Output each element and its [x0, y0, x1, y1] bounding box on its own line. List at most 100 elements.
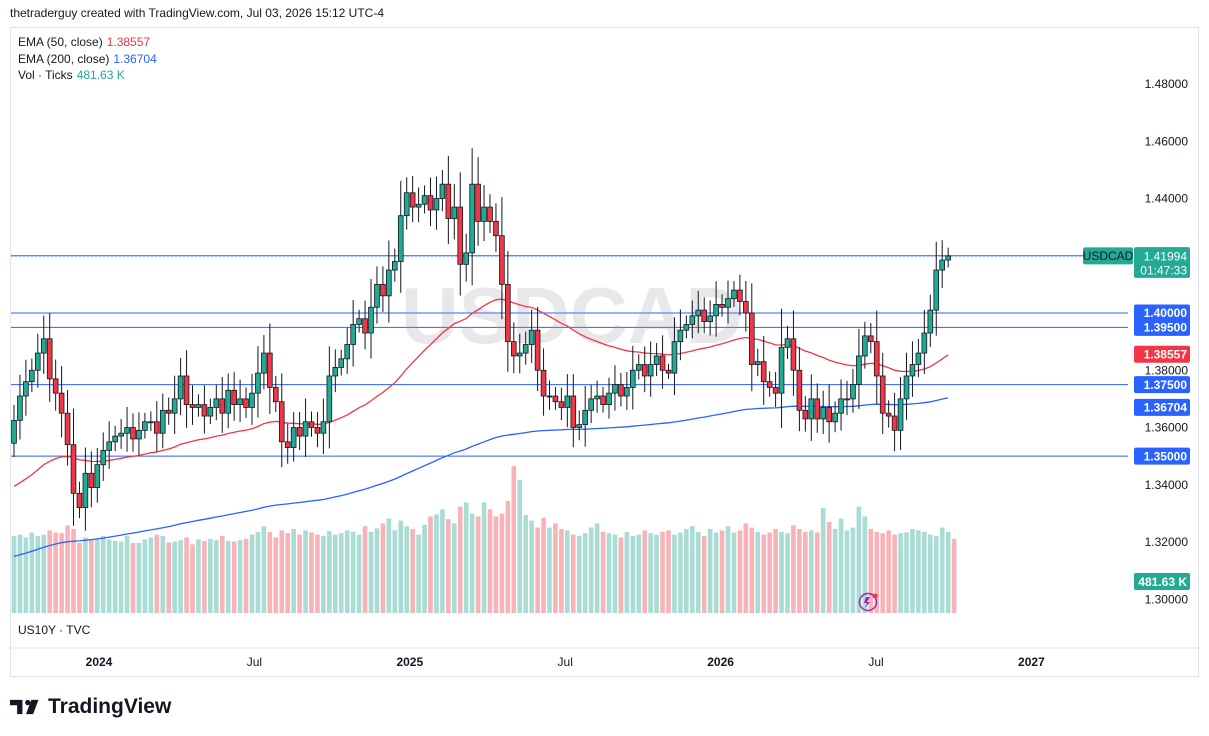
price-tag[interactable]: 1.36704: [1134, 398, 1190, 416]
candle: [213, 384, 220, 421]
price-tag[interactable]: 1.40000: [1134, 304, 1190, 322]
volume-bar: [928, 534, 933, 613]
volume-bar: [469, 513, 475, 613]
volume-bar: [148, 537, 154, 613]
volume-bar: [737, 530, 743, 613]
ema-200-legend[interactable]: EMA (200, close) 1.36704: [18, 51, 157, 68]
volume-bar: [11, 536, 17, 613]
volume-bar: [196, 539, 201, 613]
volume-bar: [214, 540, 219, 613]
candle: [868, 323, 874, 354]
volume-bar: [231, 541, 237, 613]
candle: [159, 393, 166, 449]
candle: [344, 327, 350, 374]
candle: [46, 313, 53, 403]
candle: [237, 379, 243, 422]
candle: [612, 365, 618, 411]
volume-legend[interactable]: Vol · Ticks 481.63 K: [18, 67, 157, 84]
alert-icon[interactable]: [858, 592, 878, 612]
volume-bar: [446, 519, 451, 613]
volume-bar: [350, 531, 356, 613]
volume-bar: [160, 536, 166, 613]
volume-bar: [606, 533, 612, 613]
sub-pane-legend[interactable]: US10Y · TVC: [18, 623, 91, 637]
volume-bar: [279, 530, 285, 613]
candle: [278, 373, 285, 468]
volume-bar: [380, 523, 386, 613]
volume-bar: [636, 534, 642, 613]
volume-bar: [41, 534, 47, 613]
ema-50-legend[interactable]: EMA (50, close) 1.38557: [18, 34, 157, 51]
candle: [939, 240, 945, 289]
volume-bar: [285, 533, 290, 613]
svg-text:1.36704: 1.36704: [1144, 401, 1188, 415]
volume-bar: [398, 520, 404, 613]
price-tag[interactable]: 1.35000: [1134, 447, 1190, 465]
ema-200-label: EMA (200, close): [18, 51, 110, 66]
volume-bar: [237, 540, 243, 613]
volume-bar: [255, 531, 261, 613]
candle: [564, 374, 571, 428]
price-tag[interactable]: 1.39500: [1134, 318, 1190, 336]
candle: [326, 346, 333, 449]
candle: [647, 341, 654, 397]
candle: [130, 413, 136, 452]
volume-bar: [582, 533, 588, 613]
volume-bar: [576, 536, 582, 613]
volume-bar: [642, 530, 647, 613]
candle: [552, 386, 559, 410]
volume-tag-label: 481.63 K: [1138, 575, 1187, 589]
price-tick-label: 1.38000: [1145, 363, 1189, 377]
candle: [653, 343, 660, 377]
candle: [439, 170, 446, 212]
time-axis: 2024 Jul 2025 Jul 2026 Jul 2027: [86, 655, 1045, 669]
candlesticks: [11, 148, 951, 531]
candle: [522, 331, 529, 365]
candle: [64, 390, 71, 466]
volume-bar: [761, 534, 766, 613]
volume-bar: [261, 526, 267, 613]
volume-bar: [505, 501, 511, 613]
volume-bar: [814, 532, 820, 613]
volume-bar: [452, 523, 457, 613]
volume-bar: [362, 526, 368, 613]
candle: [219, 376, 226, 433]
price-tag[interactable]: 1.38557: [1134, 345, 1190, 363]
volume-bar: [273, 537, 279, 613]
volume-bar: [112, 540, 118, 613]
volume-bar: [553, 523, 558, 613]
volume-bar: [17, 534, 23, 613]
candle: [772, 371, 779, 408]
volume-bar: [910, 529, 915, 613]
volume-bar: [219, 536, 225, 613]
volume-bar: [773, 529, 778, 613]
candle: [475, 157, 481, 246]
candle: [505, 250, 511, 372]
volume-tag[interactable]: 481.63 K: [1134, 573, 1190, 590]
volume-bar: [933, 536, 939, 613]
tradingview-logo: TradingView: [10, 695, 171, 719]
candle: [760, 335, 767, 405]
volume-bar: [648, 533, 653, 613]
volume-bar: [707, 529, 713, 613]
symbol-tag[interactable]: USDCAD: [1083, 247, 1134, 265]
volume-bar: [862, 516, 868, 613]
volume-bar: [695, 531, 701, 613]
volume-bar: [529, 520, 534, 613]
volume-bar: [434, 514, 439, 613]
candle: [284, 423, 291, 464]
volume-bar: [945, 531, 951, 613]
volume-value: 481.63 K: [76, 68, 125, 82]
candle: [743, 280, 749, 332]
candle: [885, 400, 892, 428]
volume-bar: [291, 529, 296, 613]
candle: [94, 447, 101, 503]
indicator-legend: EMA (50, close) 1.38557 EMA (200, close) 1…: [18, 34, 157, 84]
volume-bar: [731, 532, 737, 613]
price-tag[interactable]: 1.37500: [1134, 376, 1190, 394]
ema-200-value: 1.36704: [113, 51, 157, 66]
tradingview-logo-icon: [10, 699, 39, 715]
price-tags: 1.420001.400001.395001.385571.375001.367…: [1083, 247, 1190, 590]
